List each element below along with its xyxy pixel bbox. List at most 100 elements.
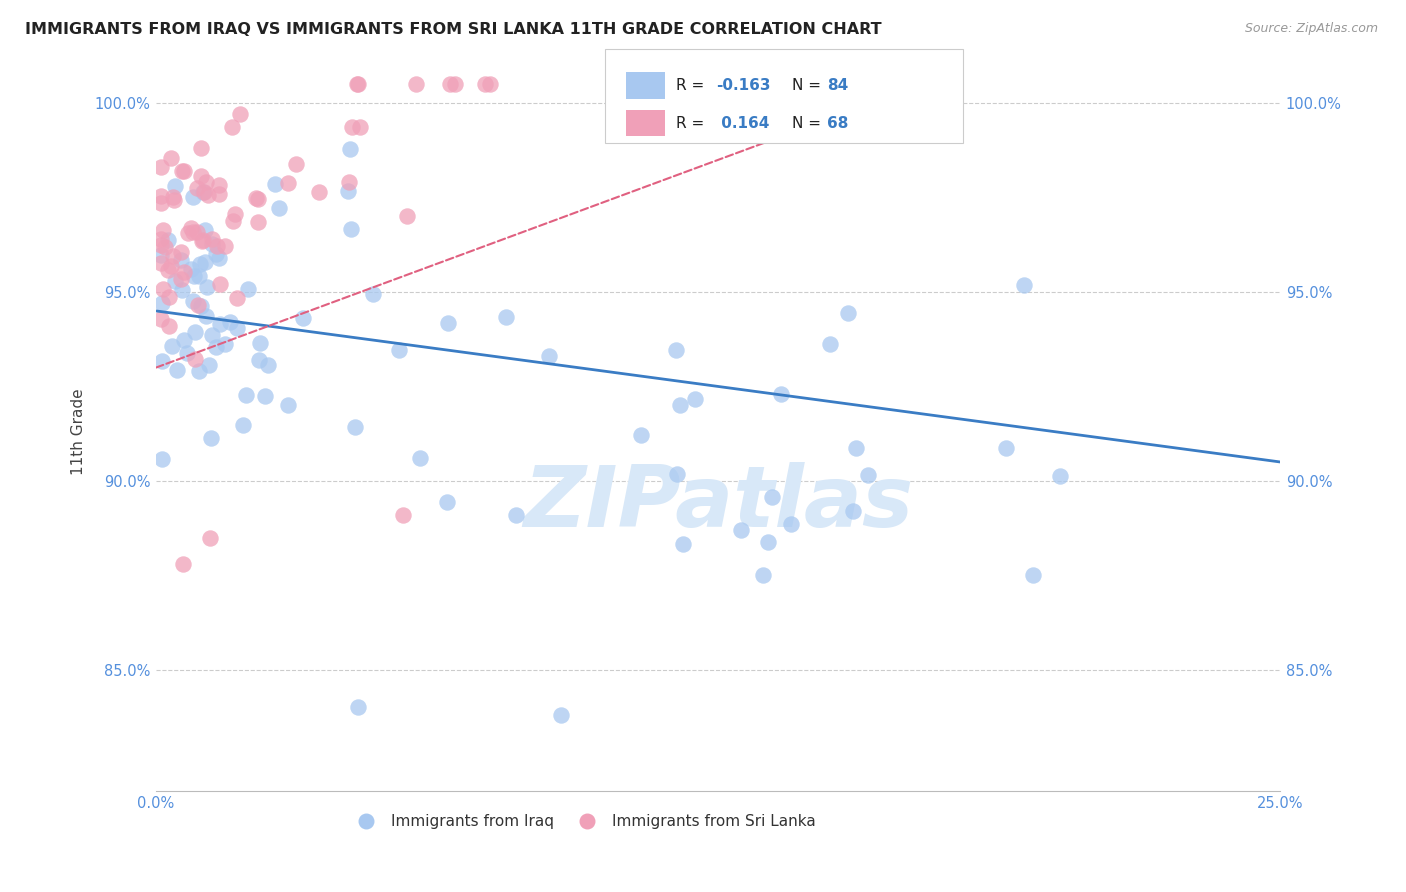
Point <box>163 194 186 208</box>
Point <box>166 363 188 377</box>
Point <box>229 106 252 120</box>
Point <box>214 337 236 351</box>
Point <box>349 120 371 134</box>
Point <box>149 255 172 269</box>
Point <box>155 240 177 254</box>
Point <box>209 277 232 292</box>
Point <box>221 120 243 134</box>
Point <box>761 490 783 504</box>
Point <box>214 239 236 253</box>
Point <box>818 336 841 351</box>
Point <box>346 78 368 92</box>
Point <box>246 192 269 206</box>
Point <box>665 343 688 357</box>
Legend: Immigrants from Iraq, Immigrants from Sri Lanka: Immigrants from Iraq, Immigrants from Sr… <box>344 807 821 835</box>
Point <box>149 312 172 326</box>
Text: ZIPatlas: ZIPatlas <box>523 462 914 545</box>
Point <box>668 398 690 412</box>
Point <box>194 223 217 237</box>
Point <box>149 195 172 210</box>
Point <box>495 310 517 324</box>
Point <box>752 568 775 582</box>
Point <box>149 189 172 203</box>
Point <box>405 78 427 92</box>
Point <box>1049 469 1071 483</box>
Text: R =: R = <box>676 115 710 130</box>
Point <box>340 120 363 134</box>
Point <box>198 531 221 545</box>
Point <box>665 467 688 481</box>
Point <box>197 187 219 202</box>
Point <box>1012 278 1035 293</box>
Point <box>173 333 195 347</box>
Point <box>284 156 307 170</box>
Point <box>842 504 865 518</box>
Point <box>194 255 217 269</box>
Point <box>170 252 193 267</box>
Point <box>156 233 179 247</box>
Point <box>195 175 218 189</box>
Point <box>162 190 184 204</box>
Point <box>186 181 208 195</box>
Point <box>222 214 245 228</box>
Point <box>1022 568 1045 582</box>
Point <box>165 179 187 194</box>
Text: N =: N = <box>792 78 825 94</box>
Point <box>232 418 254 433</box>
Point <box>180 261 202 276</box>
Point <box>538 350 561 364</box>
Point <box>247 353 270 368</box>
Point <box>190 299 212 313</box>
Point <box>292 310 315 325</box>
Point <box>249 335 271 350</box>
Point <box>188 363 211 377</box>
Point <box>769 386 792 401</box>
Point <box>201 237 224 252</box>
Point <box>277 398 299 412</box>
Point <box>780 516 803 531</box>
Point <box>149 237 172 252</box>
Point <box>172 283 194 297</box>
Point <box>160 151 183 165</box>
Point <box>257 358 280 372</box>
Point <box>197 359 219 373</box>
Point <box>200 431 222 445</box>
Text: N =: N = <box>792 115 825 130</box>
Point <box>439 78 461 92</box>
Point <box>209 317 232 331</box>
Point <box>276 176 298 190</box>
Point <box>190 169 212 183</box>
Point <box>190 257 212 271</box>
Point <box>226 292 249 306</box>
Point <box>183 293 205 308</box>
Point <box>208 178 231 192</box>
Point <box>160 259 183 273</box>
Text: IMMIGRANTS FROM IRAQ VS IMMIGRANTS FROM SRI LANKA 11TH GRADE CORRELATION CHART: IMMIGRANTS FROM IRAQ VS IMMIGRANTS FROM … <box>25 22 882 37</box>
Point <box>152 282 174 296</box>
Point <box>184 326 207 340</box>
Point <box>207 238 229 252</box>
Point <box>149 160 172 174</box>
Point <box>186 225 208 239</box>
Point <box>149 248 172 262</box>
Point <box>152 295 174 310</box>
Point <box>235 388 257 402</box>
Point <box>550 708 572 723</box>
Point <box>188 269 211 284</box>
Point <box>191 234 214 248</box>
Point <box>344 420 367 434</box>
Point <box>436 495 458 509</box>
Point <box>190 234 212 248</box>
Point <box>730 523 752 537</box>
Point <box>226 321 249 335</box>
Point <box>172 557 194 571</box>
Point <box>150 452 173 467</box>
Point <box>478 78 501 92</box>
Point <box>683 392 706 407</box>
Point <box>169 272 191 286</box>
Point <box>201 327 224 342</box>
Point <box>181 226 204 240</box>
Point <box>177 226 200 240</box>
Point <box>157 263 180 277</box>
Point <box>396 209 419 223</box>
